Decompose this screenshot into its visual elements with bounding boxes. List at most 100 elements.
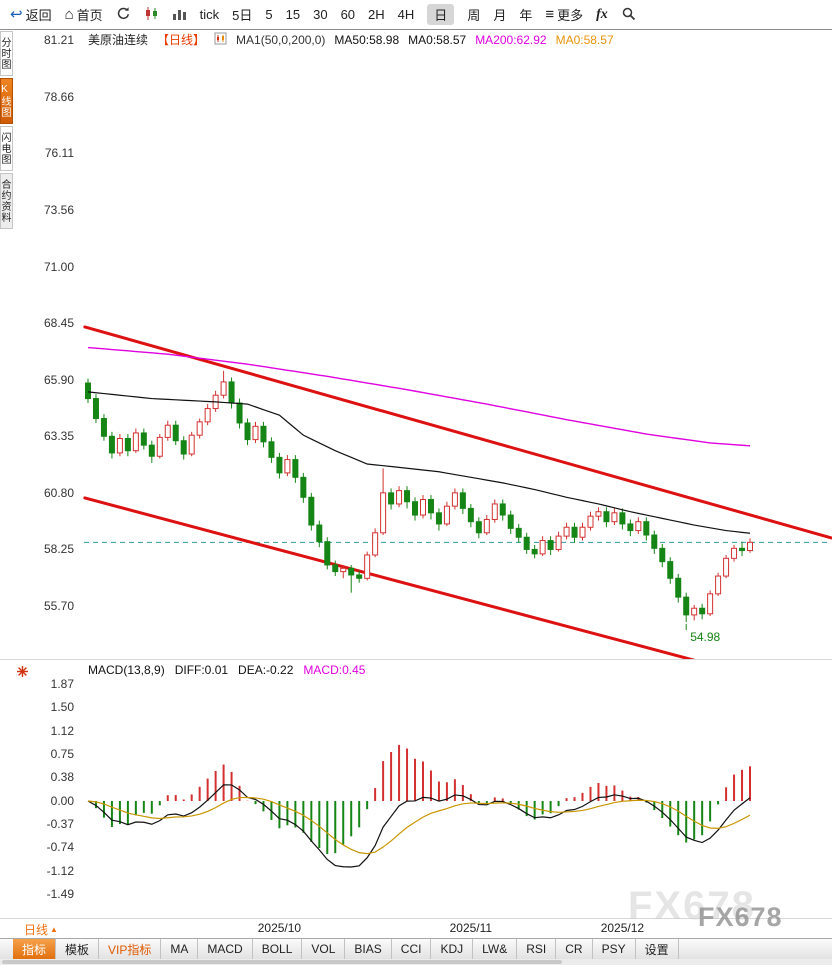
back-button[interactable]: ↩ 返回 [10, 5, 52, 24]
macd-header: MACD(13,8,9) DIFF:0.01 DEA:-0.22 MACD:0.… [88, 663, 365, 677]
toolbar-periods: tick 5日 5 15 30 60 2H 4H 日周月年 [199, 4, 533, 25]
tab-模板[interactable]: 模板 [56, 939, 100, 959]
period-tag: 【日线】 [157, 33, 206, 47]
indicator-tabbar: 指标 模板 VIP指标 MA MACD BOLL VOL BIAS CCI KDJ LW& RSI CR… [0, 938, 832, 959]
tab-设置[interactable]: 设置 [636, 939, 679, 959]
price-axis-label: 76.11 [44, 146, 74, 161]
macd-chart[interactable] [0, 660, 832, 918]
tab-RSI[interactable]: RSI [517, 939, 557, 959]
candlestick-chart-icon [144, 6, 159, 24]
price-axis-label: 58.25 [43, 542, 74, 557]
tab-VOL[interactable]: VOL [302, 939, 346, 959]
bottom-period-text: 日线 [24, 923, 49, 937]
price-chart[interactable]: 54.98 [0, 30, 832, 660]
collapse-arrow-icon: ▲ [50, 925, 58, 934]
tab-MACD[interactable]: MACD [198, 939, 253, 959]
candlestick-chart-button[interactable] [144, 6, 159, 24]
bottom-period-label[interactable]: 日线 ▲ [24, 921, 58, 938]
ma-settings-label[interactable]: MA1(50,0,200,0) [236, 32, 326, 47]
horizontal-scrollbar[interactable] [0, 959, 832, 965]
ma200-line [87, 346, 751, 447]
tab-BIAS[interactable]: BIAS [345, 939, 392, 959]
price-axis-label: 71.00 [43, 259, 74, 274]
menu-icon: ≡ [545, 6, 555, 23]
candles-layer [85, 370, 754, 622]
tab-KDJ[interactable]: KDJ [431, 939, 474, 959]
back-label: 返回 [25, 8, 52, 23]
volume-chart-button[interactable] [172, 6, 187, 24]
tab-CCI[interactable]: CCI [392, 939, 432, 959]
price-axis-label: 68.45 [43, 316, 74, 331]
watermark: FX678 [698, 902, 783, 932]
home-button[interactable]: ⌂ 首页 [65, 5, 103, 24]
x-axis-label: 2025/10 [257, 921, 302, 935]
fx-button[interactable]: fx [596, 7, 608, 23]
period-button-5[interactable]: 5 [265, 7, 273, 22]
macd-axis-label: 0.75 [50, 746, 74, 761]
price-axis-label: 60.80 [43, 485, 74, 500]
price-axis-label: 65.90 [43, 372, 74, 387]
period-button-15[interactable]: 15 [285, 7, 301, 22]
period-button-月[interactable]: 月 [493, 8, 507, 23]
macd-value: MACD:0.45 [303, 663, 366, 677]
x-axis-label: 2025/12 [600, 921, 645, 935]
low-price-annotation: 54.98 [690, 630, 720, 644]
indicator-marker-icon[interactable] [16, 665, 29, 683]
sidebar-item-分时图[interactable]: 分时图 [0, 31, 13, 76]
ma0-value: MA0:58.57 [408, 32, 467, 47]
macd-axis-label: 0.00 [50, 794, 74, 808]
toolbar: ↩ 返回 ⌂ 首页 tick 5日 5 15 30 60 2H 4H 日周月年 ≡ 更多 fx [0, 0, 832, 30]
search-icon [621, 6, 636, 24]
price-axis-label: 73.56 [43, 202, 74, 217]
more-label: 更多 [557, 8, 584, 23]
sidebar-item-合约资料[interactable]: 合约资料 [0, 173, 13, 229]
period-button-日[interactable]: 日 [427, 4, 455, 25]
tab-BOLL[interactable]: BOLL [253, 939, 303, 959]
diff-line [87, 784, 751, 868]
trend-channel [83, 325, 832, 660]
tab-LW&[interactable]: LW& [473, 939, 518, 959]
macd-axis-label: -0.37 [46, 817, 74, 832]
price-axis-label: 55.70 [43, 599, 74, 614]
period-button-年[interactable]: 年 [519, 8, 533, 23]
chart-tool-icon[interactable] [214, 32, 227, 48]
tab-CR[interactable]: CR [556, 939, 593, 959]
macd-axis-label: 0.38 [50, 770, 74, 785]
dea-line [87, 796, 751, 855]
scrollbar-thumb[interactable] [2, 960, 562, 964]
macd-dea-value: DEA:-0.22 [238, 663, 294, 677]
macd-axis-label: 1.12 [50, 723, 74, 738]
macd-diff-value: DIFF:0.01 [174, 663, 229, 677]
watermark-ghost: FX678 [628, 884, 756, 928]
macd-title[interactable]: MACD(13,8,9) [88, 663, 165, 677]
home-label: 首页 [76, 8, 103, 23]
sidebar: 分时图 K线图闪电图合约资料 [0, 31, 15, 231]
volume-chart-icon [172, 6, 187, 24]
tab-指标[interactable]: 指标 [13, 939, 57, 959]
sidebar-item-闪电图[interactable]: 闪电图 [0, 126, 13, 171]
period-button-5日[interactable]: 5日 [232, 8, 253, 23]
panel-divider [0, 659, 832, 660]
macd-axis-label: -1.49 [46, 887, 74, 902]
refresh-button[interactable] [116, 6, 131, 24]
price-axis-label: 81.21 [43, 33, 74, 47]
fx-label: fx [596, 6, 608, 22]
tab-MA[interactable]: MA [161, 939, 199, 959]
ma200-value: MA200:62.92 [475, 32, 547, 47]
sidebar-item-K线图[interactable]: K线图 [0, 78, 13, 124]
ma50-line [87, 391, 751, 534]
period-button-2H[interactable]: 2H [368, 7, 385, 22]
search-button[interactable] [621, 6, 636, 24]
tab-PSY[interactable]: PSY [593, 939, 636, 959]
symbol-name[interactable]: 美原油连续 [88, 33, 149, 47]
home-icon: ⌂ [64, 6, 74, 23]
period-button-周[interactable]: 周 [467, 8, 481, 23]
period-button-60[interactable]: 60 [340, 7, 356, 22]
period-button-tick[interactable]: tick [199, 7, 220, 22]
ma0b-value: MA0:58.57 [555, 32, 614, 47]
period-button-4H[interactable]: 4H [397, 7, 415, 22]
x-axis-label: 2025/11 [449, 921, 493, 935]
more-button[interactable]: ≡ 更多 [545, 5, 583, 24]
tab-VIP指标[interactable]: VIP指标 [99, 939, 162, 959]
period-button-30[interactable]: 30 [313, 7, 328, 22]
